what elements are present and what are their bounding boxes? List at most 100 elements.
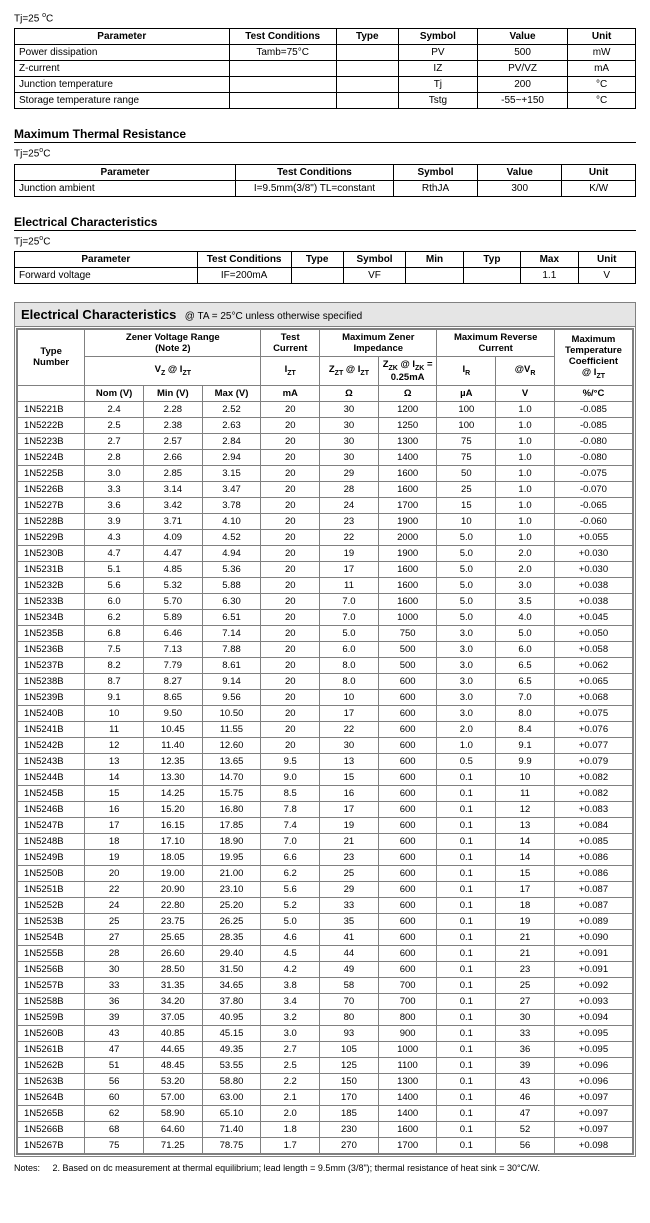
cell: 2.52 [202,401,261,417]
cell: 1N5237B [18,657,85,673]
cell: 20 [261,641,320,657]
cell: 600 [378,865,437,881]
cell: 1.0 [496,417,555,433]
cell: 1300 [378,1073,437,1089]
cell: 2.8 [85,449,144,465]
cell: 4.5 [261,945,320,961]
cell: 50 [437,465,496,481]
cell: 20 [261,657,320,673]
cell: 30 [320,401,379,417]
cell: 2.0 [437,721,496,737]
cell: 25 [320,865,379,881]
table-row: 1N5246B1615.2016.807.8176000.112+0.083 [18,801,633,817]
cell: 17 [496,881,555,897]
cell: Tstg [398,93,477,109]
cell: 68 [85,1121,144,1137]
col-test-conditions: Test Conditions [197,251,291,267]
cell: 5.0 [437,593,496,609]
ec-th-tc: TestCurrent [261,329,320,356]
cell: 1N5221B [18,401,85,417]
cell: 20 [261,593,320,609]
col-unit: Unit [568,29,636,45]
cell: 1N5253B [18,913,85,929]
cell: 1.0 [496,497,555,513]
table-row: 1N5223B2.72.572.8420301300751.0-0.080 [18,433,633,449]
cell: 23.10 [202,881,261,897]
cell: 3.0 [437,641,496,657]
cell: 1N5259B [18,1009,85,1025]
cell: 23 [320,513,379,529]
cell: 2.0 [496,561,555,577]
cell: 40.95 [202,1009,261,1025]
cell: +0.096 [554,1057,632,1073]
cell: -0.080 [554,433,632,449]
cell: 8.65 [143,689,202,705]
table-row: 1N5224B2.82.662.9420301400751.0-0.080 [18,449,633,465]
cell: 1600 [378,1121,437,1137]
cell: 46 [496,1089,555,1105]
cell: 33 [320,897,379,913]
cell: +0.038 [554,577,632,593]
cell: 15.20 [143,801,202,817]
cell: 1N5252B [18,897,85,913]
cell: K/W [562,180,636,196]
cell: +0.030 [554,561,632,577]
table-row: 1N5258B3634.2037.803.4707000.127+0.093 [18,993,633,1009]
cell: 1N5229B [18,529,85,545]
cell: 0.1 [437,1073,496,1089]
cell: 3.0 [261,1025,320,1041]
unit-cell: mA [261,385,320,401]
cell: +0.065 [554,673,632,689]
thermal-title: Maximum Thermal Resistance [14,127,636,143]
cell: 4.10 [202,513,261,529]
cell: 39 [85,1009,144,1025]
table-row: 1N5266B6864.6071.401.823016000.152+0.097 [18,1121,633,1137]
cell: 27 [85,929,144,945]
cell: +0.062 [554,657,632,673]
cell: 0.1 [437,897,496,913]
cell: 185 [320,1105,379,1121]
cell: 2.94 [202,449,261,465]
col-max: Max [521,251,578,267]
cell: 3.15 [202,465,261,481]
cell: 600 [378,721,437,737]
cell: 16.80 [202,801,261,817]
cell: 29 [320,881,379,897]
cell: 17 [320,801,379,817]
ec-th-vr: @VR [496,356,555,385]
cell: 27 [496,993,555,1009]
cell: 750 [378,625,437,641]
cell: 1N5236B [18,641,85,657]
cell: 5.0 [437,545,496,561]
notes-text: 2. Based on dc measurement at thermal eq… [53,1163,541,1173]
cell: -0.085 [554,417,632,433]
tj-note: Tj=25 oC [14,12,636,24]
table-row: 1N5238B8.78.279.14208.06003.06.5+0.065 [18,673,633,689]
cell: 20 [261,449,320,465]
cell: 1.0 [496,465,555,481]
table-row: 1N5228B3.93.714.1020231900101.0-0.060 [18,513,633,529]
thermal-table: ParameterTest ConditionsSymbolValueUnit … [14,164,636,197]
cell: 25 [85,913,144,929]
cell: 3.42 [143,497,202,513]
cell: 20 [261,689,320,705]
table-row: 1N5262B5148.4553.552.512511000.139+0.096 [18,1057,633,1073]
cell: 11 [85,721,144,737]
cell: 2.7 [85,433,144,449]
cell: -55~+150 [477,93,567,109]
cell: 6.2 [85,609,144,625]
tj-note-2: Tj=25oC [14,147,636,159]
cell: 4.47 [143,545,202,561]
cell: 1000 [378,609,437,625]
table-row: 1N5221B2.42.282.52203012001001.0-0.085 [18,401,633,417]
cell: 500 [477,45,567,61]
cell: +0.091 [554,945,632,961]
cell: +0.082 [554,769,632,785]
cell: 19.95 [202,849,261,865]
cell: 10 [85,705,144,721]
cell: 3.0 [437,705,496,721]
cell: 20 [261,465,320,481]
cell: 7.4 [261,817,320,833]
cell: 0.1 [437,769,496,785]
cell: 105 [320,1041,379,1057]
